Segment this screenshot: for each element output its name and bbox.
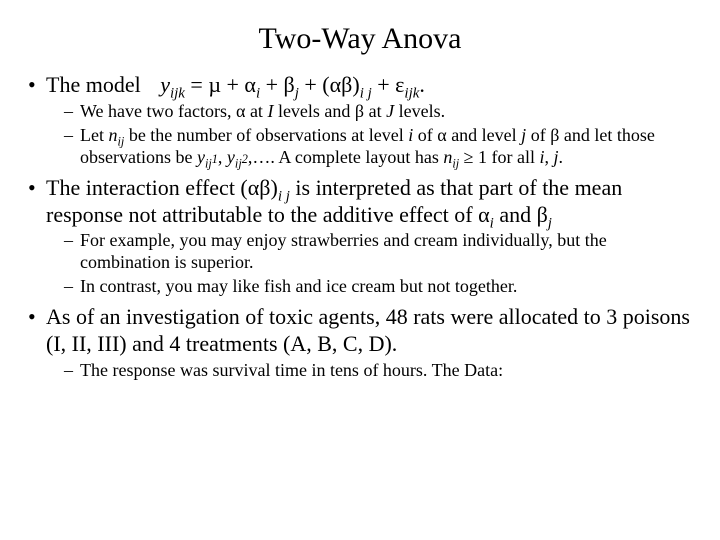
bullet-rats: As of an investigation of toxic agents, …: [28, 304, 692, 382]
sub-observations: Let nij be the number of observations at…: [64, 125, 692, 169]
bullet-model: The model yijk = µ + αi + βj + (αβ)i j +…: [28, 72, 692, 169]
rats-subbullets: The response was survival time in tens o…: [46, 360, 692, 382]
model-prefix: The model: [46, 72, 141, 97]
slide-title: Two-Way Anova: [28, 22, 692, 56]
interaction-subbullets: For example, you may enjoy strawberries …: [46, 230, 692, 298]
bullet-interaction: The interaction effect (αβ)i j is interp…: [28, 175, 692, 299]
sub-fish: In contrast, you may like fish and ice c…: [64, 276, 692, 298]
bullet-list: The model yijk = µ + αi + βj + (αβ)i j +…: [28, 72, 692, 382]
slide: Two-Way Anova The model yijk = µ + αi + …: [0, 0, 720, 540]
model-equation: yijk = µ + αi + βj + (αβ)i j + εijk.: [160, 72, 425, 97]
sub-factors: We have two factors, α at I levels and β…: [64, 101, 692, 123]
sub-strawberries: For example, you may enjoy strawberries …: [64, 230, 692, 274]
sub-response: The response was survival time in tens o…: [64, 360, 692, 382]
model-subbullets: We have two factors, α at I levels and β…: [46, 101, 692, 169]
